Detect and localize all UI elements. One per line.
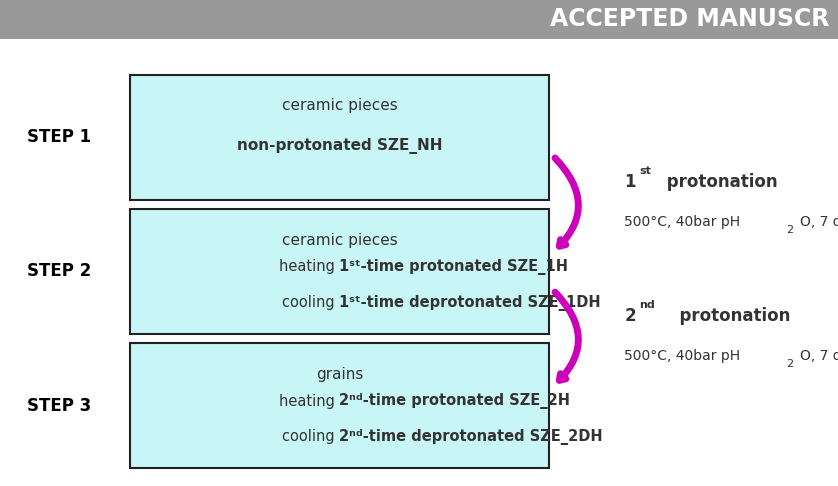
Text: nd: nd bbox=[639, 300, 655, 310]
Text: O, 7 days: O, 7 days bbox=[800, 215, 838, 229]
Text: 1ˢᵗ-time protonated SZE_1H: 1ˢᵗ-time protonated SZE_1H bbox=[339, 259, 568, 275]
Text: protonation: protonation bbox=[661, 173, 778, 191]
Text: 1ˢᵗ-time deprotonated SZE_1DH: 1ˢᵗ-time deprotonated SZE_1DH bbox=[339, 295, 601, 311]
Text: heating: heating bbox=[279, 260, 339, 275]
Text: STEP 3: STEP 3 bbox=[27, 397, 91, 415]
FancyArrowPatch shape bbox=[555, 292, 578, 380]
Text: cooling: cooling bbox=[282, 295, 339, 310]
Text: protonation: protonation bbox=[668, 307, 790, 325]
Text: ceramic pieces: ceramic pieces bbox=[282, 233, 397, 247]
Text: 2: 2 bbox=[786, 359, 794, 369]
Text: ACCEPTED MANUSCR: ACCEPTED MANUSCR bbox=[551, 7, 830, 32]
Text: cooling: cooling bbox=[282, 429, 339, 444]
Text: 500°C, 40bar pH: 500°C, 40bar pH bbox=[624, 349, 741, 364]
Text: STEP 1: STEP 1 bbox=[27, 128, 91, 146]
Text: 2ⁿᵈ-time deprotonated SZE_2DH: 2ⁿᵈ-time deprotonated SZE_2DH bbox=[339, 429, 603, 445]
Text: 500°C, 40bar pH: 500°C, 40bar pH bbox=[624, 215, 741, 229]
Text: 1: 1 bbox=[624, 173, 636, 191]
Text: 2: 2 bbox=[624, 307, 636, 325]
Text: non-protonated SZE_NH: non-protonated SZE_NH bbox=[236, 138, 442, 154]
FancyBboxPatch shape bbox=[130, 209, 549, 334]
Text: 2ⁿᵈ-time protonated SZE_2H: 2ⁿᵈ-time protonated SZE_2H bbox=[339, 393, 571, 409]
FancyArrowPatch shape bbox=[555, 158, 578, 246]
Text: ceramic pieces: ceramic pieces bbox=[282, 99, 397, 113]
Text: st: st bbox=[639, 166, 651, 176]
Text: grains: grains bbox=[316, 367, 363, 382]
Text: 2: 2 bbox=[786, 225, 794, 235]
Text: STEP 2: STEP 2 bbox=[27, 262, 91, 280]
FancyBboxPatch shape bbox=[130, 75, 549, 200]
FancyBboxPatch shape bbox=[130, 343, 549, 468]
Text: O, 7 days: O, 7 days bbox=[800, 349, 838, 364]
Text: heating: heating bbox=[279, 394, 339, 409]
